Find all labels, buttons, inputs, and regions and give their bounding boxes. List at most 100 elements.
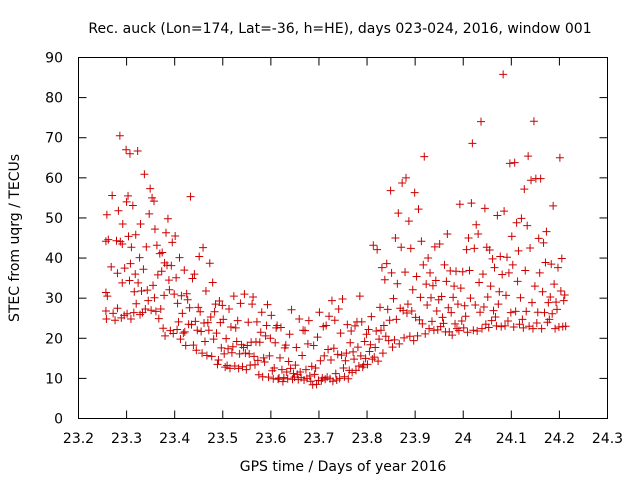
data-point [233,316,242,325]
data-point [148,193,157,202]
data-point [335,374,344,383]
data-point [276,353,285,362]
data-point [412,272,421,281]
data-point [197,327,206,336]
data-point [264,373,273,382]
data-point [406,244,415,253]
y-tick-label: 0 [54,412,63,428]
data-point [235,349,244,358]
data-point [460,301,469,310]
data-point [539,238,548,247]
x-tick-label: 23.3 [111,431,142,447]
data-point [468,139,477,148]
data-point [471,300,480,309]
data-point [257,308,266,317]
data-point [266,334,275,343]
data-point [174,317,183,326]
data-point [179,329,188,338]
data-point [514,246,523,255]
data-point [370,353,379,362]
data-point [165,285,174,294]
data-point [271,338,280,347]
data-point [473,327,482,336]
data-point [438,313,447,322]
data-point [377,263,386,272]
data-point [273,321,282,330]
data-point [243,341,252,350]
data-point [101,307,110,316]
data-point [485,246,494,255]
data-point [146,184,155,193]
data-point [508,260,517,269]
data-point [107,262,116,271]
data-point [504,268,513,277]
data-point [118,240,127,249]
data-point [173,325,182,334]
data-point [109,309,118,318]
data-point [163,214,172,223]
y-tick-label: 80 [45,91,63,107]
data-point [312,380,321,389]
data-point [141,304,150,313]
data-point [367,312,376,321]
data-point [450,282,459,291]
data-point [402,309,411,318]
data-point [452,324,461,333]
data-point [295,315,304,324]
data-point [357,317,366,326]
data-point [200,337,209,346]
data-point [499,70,508,79]
data-point [447,308,456,317]
data-point [409,336,418,345]
data-point [265,351,274,360]
data-point [444,303,453,312]
data-point [416,293,425,302]
data-point [461,312,470,321]
data-point [383,305,392,314]
data-point [175,253,184,262]
data-point [540,308,549,317]
data-point [391,234,400,242]
x-tick-label: 23.4 [159,431,190,447]
data-point [420,152,429,161]
data-point [169,329,178,338]
data-point [502,291,511,300]
data-point [263,300,272,309]
chart-title: Rec. auck (Lon=174, Lat=-36, h=HE), days… [88,21,591,37]
data-point [340,372,349,381]
data-point [188,274,197,283]
data-point [375,335,384,344]
data-point [309,341,318,350]
data-point [120,264,129,273]
data-point [407,307,416,316]
data-point [192,346,201,355]
data-point [225,304,234,313]
y-tick-label: 20 [45,331,63,347]
data-point [191,317,200,326]
data-point [274,375,283,384]
data-point [368,355,377,364]
data-point [240,290,249,299]
data-point [430,242,439,251]
data-point [306,377,315,386]
data-point [131,270,140,279]
data-point [548,309,557,318]
data-point [534,234,543,243]
data-point [279,373,288,382]
data-point [536,174,545,183]
data-point [111,316,120,325]
data-point [498,270,507,279]
data-point [143,286,152,295]
y-axis: 0 10 20 30 40 50 60 70 80 90 [45,51,608,428]
data-point [405,332,414,341]
data-point [307,362,316,371]
data-point [298,351,307,360]
data-point [259,353,268,362]
x-tick-label: 24.1 [496,431,527,447]
data-point [400,333,409,342]
data-point [519,323,528,332]
x-tick-label: 23.6 [255,431,286,447]
data-point [224,344,233,353]
data-point [349,347,358,356]
